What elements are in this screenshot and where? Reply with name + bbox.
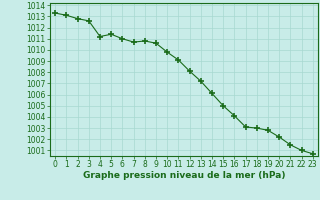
X-axis label: Graphe pression niveau de la mer (hPa): Graphe pression niveau de la mer (hPa) <box>83 171 285 180</box>
